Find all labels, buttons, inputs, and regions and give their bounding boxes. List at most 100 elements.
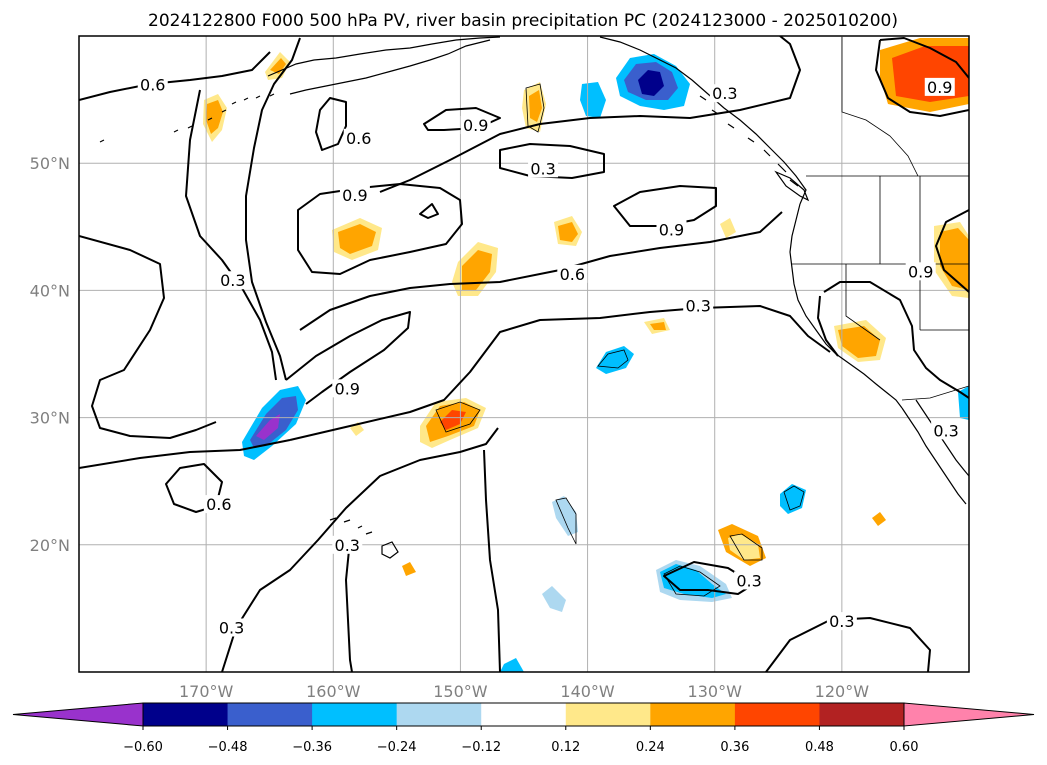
precip-positive-patch: [338, 224, 376, 254]
contour-label-bg: [931, 421, 962, 440]
precip-positive-patch: [206, 100, 223, 134]
pv-contour: [483, 449, 501, 672]
pv-contour: [79, 439, 291, 469]
precip-positive-patch: [650, 322, 666, 330]
contour-label: 0.9: [908, 262, 933, 281]
lat-tick-label: 40°N: [30, 281, 70, 300]
contour-label-bg: [683, 296, 714, 315]
lat-tick-label: 50°N: [30, 154, 70, 173]
figure-title: 2024122800 F000 500 hPa PV, river basin …: [148, 11, 898, 31]
colorbar-tick-label: 0.12: [551, 740, 580, 755]
colorbar-segment: [396, 703, 482, 726]
precip-positive-patch: [402, 562, 416, 576]
coastlines: [99, 36, 969, 559]
precip-positive-patch: [440, 410, 466, 430]
pv-contour: [245, 37, 301, 381]
lon-tick-label: 160°W: [306, 682, 361, 701]
colorbar-segment: [819, 703, 905, 726]
pv-contour: [765, 617, 931, 672]
lon-tick-labels: 170°W 160°W 150°W 140°W 130°W 120°W: [179, 682, 869, 701]
colorbar-extend-low: [12, 702, 144, 727]
contour-label-bg: [339, 186, 370, 204]
precip-outline: [435, 401, 481, 433]
contour-label-bg: [203, 495, 234, 514]
contour-label: 0.3: [712, 84, 737, 103]
precip-positive-patch: [529, 90, 542, 122]
contour-label-bg: [656, 220, 687, 239]
precip-positive-patch: [270, 58, 286, 74]
pv-contour: [79, 51, 271, 101]
precip-outline: [525, 83, 545, 133]
alaska-coastline: [267, 36, 501, 95]
pv-contour: [379, 36, 801, 193]
colorbar-tick-label: −0.12: [461, 740, 501, 755]
pv-contour: [289, 305, 831, 441]
contour-label-bg: [557, 264, 588, 283]
vancouver-island: [774, 170, 810, 202]
pv-contour: [345, 539, 353, 672]
precip-positive-patch: [838, 326, 880, 358]
lat-tick-labels: 20°N 30°N 40°N 50°N: [30, 154, 70, 555]
pv-contour: [419, 203, 439, 219]
contour-label: 0.6: [206, 495, 231, 514]
contour-label: 0.3: [736, 571, 761, 590]
colorbar-segment: [565, 703, 651, 726]
contour-label-bg: [528, 159, 559, 178]
contour-label-bg: [332, 379, 363, 398]
colorbar-segment: [481, 703, 567, 726]
map-panel: 0.6 0.6 0.9 0.3 0.3 0.9 0.9 0.3 0.9 0.6 0.9 0.3 0.9 0…: [78, 35, 970, 673]
bc-coastline: [599, 36, 807, 205]
colorbar-tick-label: 0.60: [890, 740, 919, 755]
lon-tick-label: 170°W: [179, 682, 234, 701]
lon-tick-label: 130°W: [688, 682, 743, 701]
contour-label: 0.6: [560, 265, 585, 284]
pv-contour: [315, 97, 347, 151]
contour-label-bg: [217, 271, 248, 290]
colorbar-frame: [142, 702, 905, 727]
colorbar-segment: [650, 703, 736, 726]
contour-label: 0.3: [220, 271, 245, 290]
pv-contour: [185, 89, 277, 381]
gridlines: [79, 36, 969, 672]
contour-label: 0.3: [335, 536, 360, 555]
pv-contour: [875, 37, 969, 117]
precip-outline: [663, 565, 721, 597]
contour-label: 0.9: [927, 78, 952, 97]
contour-label: 0.9: [463, 116, 488, 135]
contour-label: 0.6: [346, 129, 371, 148]
contour-label: 0.3: [530, 159, 555, 178]
colorbar-tick-label: 0.36: [720, 740, 749, 755]
contour-label: 0.3: [219, 618, 244, 637]
contour-label: 0.3: [829, 612, 854, 631]
contour-label-bg: [924, 77, 955, 96]
colorbar-segment: [312, 703, 398, 726]
precip-outline: [783, 485, 805, 511]
precip-outline: [729, 533, 763, 561]
us-west-coastline: [789, 203, 903, 409]
precip-negative-patch: [256, 414, 280, 440]
contour-label-bg: [216, 618, 247, 637]
colorbar-segment: [143, 703, 229, 726]
contour-label: 0.3: [685, 297, 710, 316]
contour-label-bg: [734, 571, 765, 590]
lon-tick-label: 140°W: [560, 682, 615, 701]
colorbar-tick-label: −0.24: [377, 740, 417, 755]
colorbar-segment: [734, 703, 820, 726]
precip-negative-patch: [638, 70, 664, 96]
contour-label: 0.9: [342, 186, 367, 205]
contour-labels: 0.6 0.6 0.9 0.3 0.3 0.9 0.9 0.3 0.9 0.6 0.9 0.3 0.9 0…: [137, 75, 962, 637]
colorbar-tick-label: −0.36: [292, 740, 332, 755]
lon-tick-label: 120°W: [815, 682, 870, 701]
baja-coastline: [901, 399, 969, 505]
colorbar-tick-label: 0.24: [636, 740, 665, 755]
precip-positive-patch: [720, 218, 736, 238]
pv-contour: [613, 185, 717, 227]
pv-contour: [165, 463, 223, 513]
pv-contour: [221, 427, 499, 672]
political-borders: [792, 37, 969, 401]
colorbar-tick-label: −0.60: [123, 740, 163, 755]
pv-contour: [299, 211, 783, 331]
map-background: [79, 36, 969, 672]
contour-label-bg: [137, 75, 168, 94]
